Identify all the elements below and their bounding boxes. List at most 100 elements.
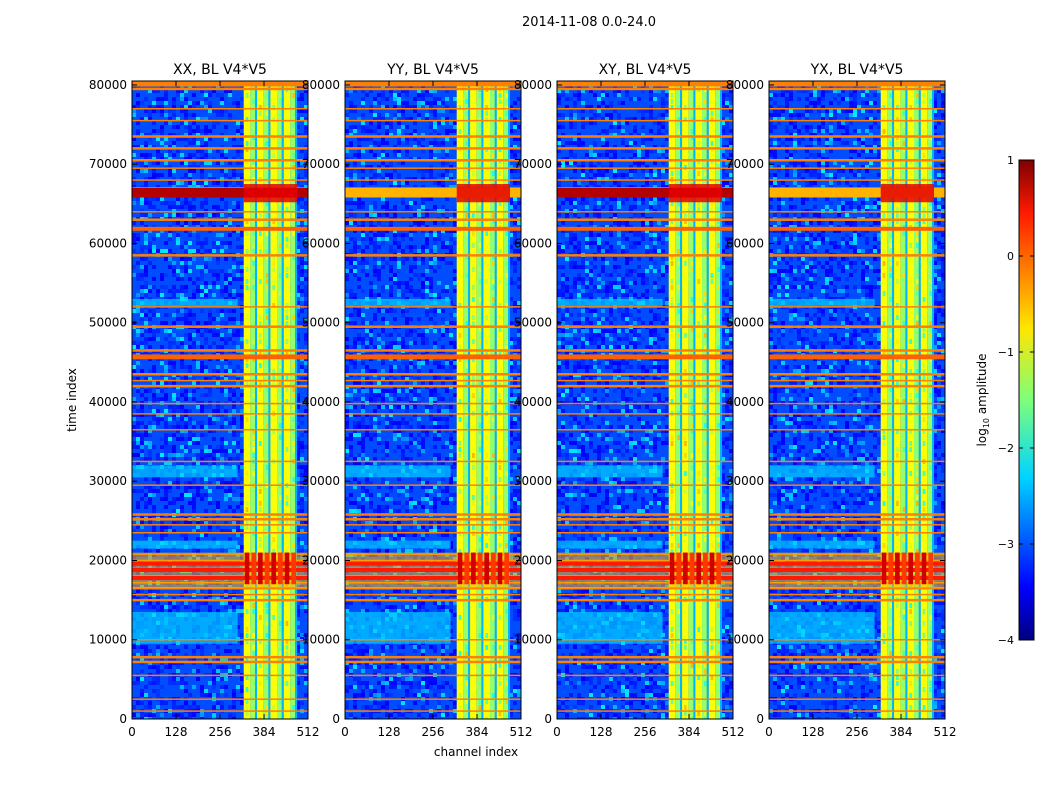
noise-cell [172, 365, 176, 369]
noise-cell [236, 261, 240, 265]
noise-cell [160, 345, 164, 349]
noise-cell [156, 645, 160, 649]
noise-cell [381, 161, 385, 165]
noise-cell [196, 449, 200, 453]
rfi-texture [252, 333, 256, 338]
noise-cell [132, 425, 136, 429]
noise-cell [196, 133, 200, 137]
rfi-texture [292, 417, 295, 422]
noise-cell [361, 221, 365, 225]
noise-cell [453, 289, 457, 293]
noise-cell [405, 333, 409, 337]
noise-cell [140, 409, 144, 413]
noise-cell [220, 241, 224, 245]
noise-cell [441, 141, 445, 145]
flag-line [132, 306, 308, 308]
noise-cell [216, 113, 220, 117]
noise-cell [409, 201, 413, 205]
noise-cell [140, 453, 144, 457]
noise-cell [180, 493, 184, 497]
noise-cell [148, 245, 152, 249]
noise-cell [373, 241, 377, 245]
rfi-texture [252, 249, 256, 254]
noise-cell [236, 365, 240, 369]
noise-cell [180, 685, 184, 689]
noise-cell [236, 469, 240, 473]
noise-cell [136, 657, 140, 661]
noise-cell [296, 613, 300, 617]
rfi-channel-stripe [243, 81, 251, 719]
noise-cell [172, 409, 176, 413]
noise-cell [224, 665, 228, 669]
noise-cell [236, 129, 240, 133]
noise-cell [224, 497, 228, 501]
noise-cell [152, 277, 156, 281]
noise-cell [132, 309, 136, 313]
flag-line [132, 107, 308, 110]
noise-cell [349, 221, 353, 225]
noise-cell [361, 137, 365, 141]
noise-cell [517, 333, 521, 337]
noise-cell [357, 313, 361, 317]
noise-cell [156, 549, 160, 553]
rfi-texture [259, 333, 262, 338]
noise-cell [176, 713, 180, 717]
rfi-texture [265, 387, 269, 392]
noise-cell [509, 297, 513, 301]
noise-cell [144, 477, 148, 481]
rfi-texture [265, 603, 269, 608]
noise-cell [357, 285, 361, 289]
rfi-texture [245, 453, 249, 458]
noise-cell [208, 137, 212, 141]
noise-cell [373, 125, 377, 129]
noise-cell [361, 261, 365, 265]
noise-cell [220, 345, 224, 349]
noise-cell [224, 493, 228, 497]
noise-cell [164, 93, 168, 97]
noise-cell [136, 677, 140, 681]
noise-cell [192, 317, 196, 321]
noise-cell [228, 481, 232, 485]
noise-cell [232, 157, 236, 161]
noise-cell [184, 589, 188, 593]
noise-cell [349, 173, 353, 177]
noise-cell [212, 213, 216, 217]
rfi-texture [265, 219, 269, 224]
noise-cell [196, 457, 200, 461]
noise-cell [132, 249, 136, 253]
noise-cell [180, 317, 184, 321]
noise-cell [204, 137, 208, 141]
noise-cell [236, 429, 240, 433]
noise-cell [513, 337, 517, 341]
noise-cell [160, 485, 164, 489]
noise-cell [236, 669, 240, 673]
noise-cell [304, 301, 308, 305]
noise-cell [188, 85, 192, 89]
rfi-strong-row [132, 187, 308, 198]
noise-cell [405, 317, 409, 321]
noise-cell [236, 201, 240, 205]
noise-cell [172, 397, 176, 401]
noise-cell [212, 409, 216, 413]
noise-cell [220, 169, 224, 173]
noise-cell [353, 89, 357, 93]
noise-cell [180, 109, 184, 113]
noise-cell [433, 205, 437, 209]
rfi-texture [252, 279, 256, 284]
noise-cell [220, 161, 224, 165]
noise-cell [421, 257, 425, 261]
noise-cell [304, 293, 308, 297]
noise-cell [168, 525, 172, 529]
noise-cell [413, 289, 417, 293]
noise-cell [445, 177, 449, 181]
noise-cell [180, 705, 184, 709]
noise-cell [200, 205, 204, 209]
noise-cell [180, 89, 184, 93]
noise-cell [184, 269, 188, 273]
noise-cell [172, 181, 176, 185]
noise-cell [405, 137, 409, 141]
noise-cell [208, 417, 212, 421]
noise-cell [176, 485, 180, 489]
rfi-core [278, 552, 283, 585]
noise-cell [220, 425, 224, 429]
